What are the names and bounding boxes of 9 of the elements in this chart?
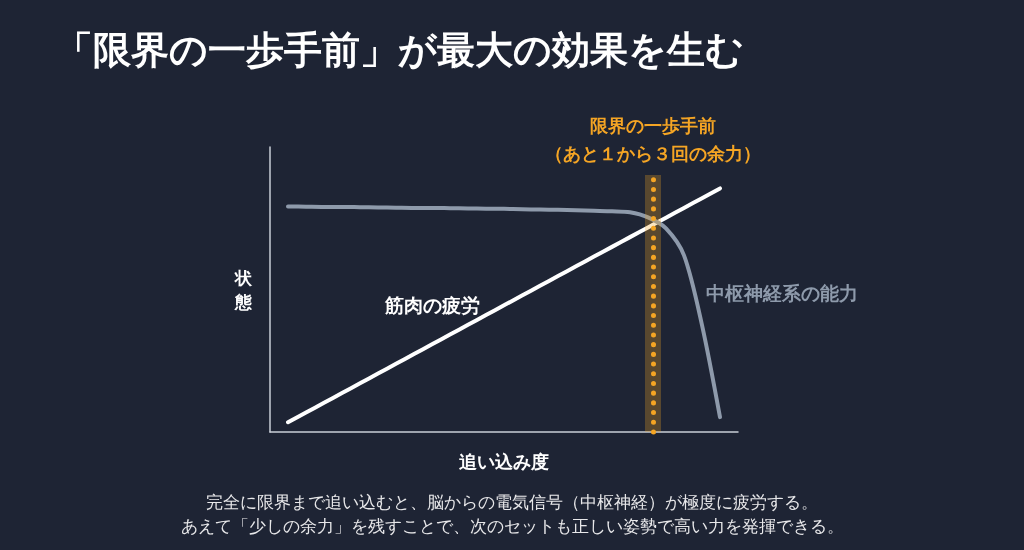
text: あえて「少しの余力」を残すことで、次のセットも正しい姿勢で高い力を発揮できる。 xyxy=(180,515,844,536)
text: （あと１から３回の余力） xyxy=(544,142,761,164)
text: 限界の一歩手前 xyxy=(589,114,716,136)
series-label: 筋肉の疲労 xyxy=(383,293,480,316)
x-axis-title: 追い込み度 xyxy=(458,450,549,472)
text: 完全に限界まで追い込むと、脳からの電気信号（中枢神経）が極度に疲労する。 xyxy=(206,491,818,512)
y-axis-title: 状態 xyxy=(234,267,253,312)
chart-title: 「限界の一歩手前」が最大の効果を生む xyxy=(55,28,744,72)
series-label: 中枢神経系の能力 xyxy=(706,282,858,305)
